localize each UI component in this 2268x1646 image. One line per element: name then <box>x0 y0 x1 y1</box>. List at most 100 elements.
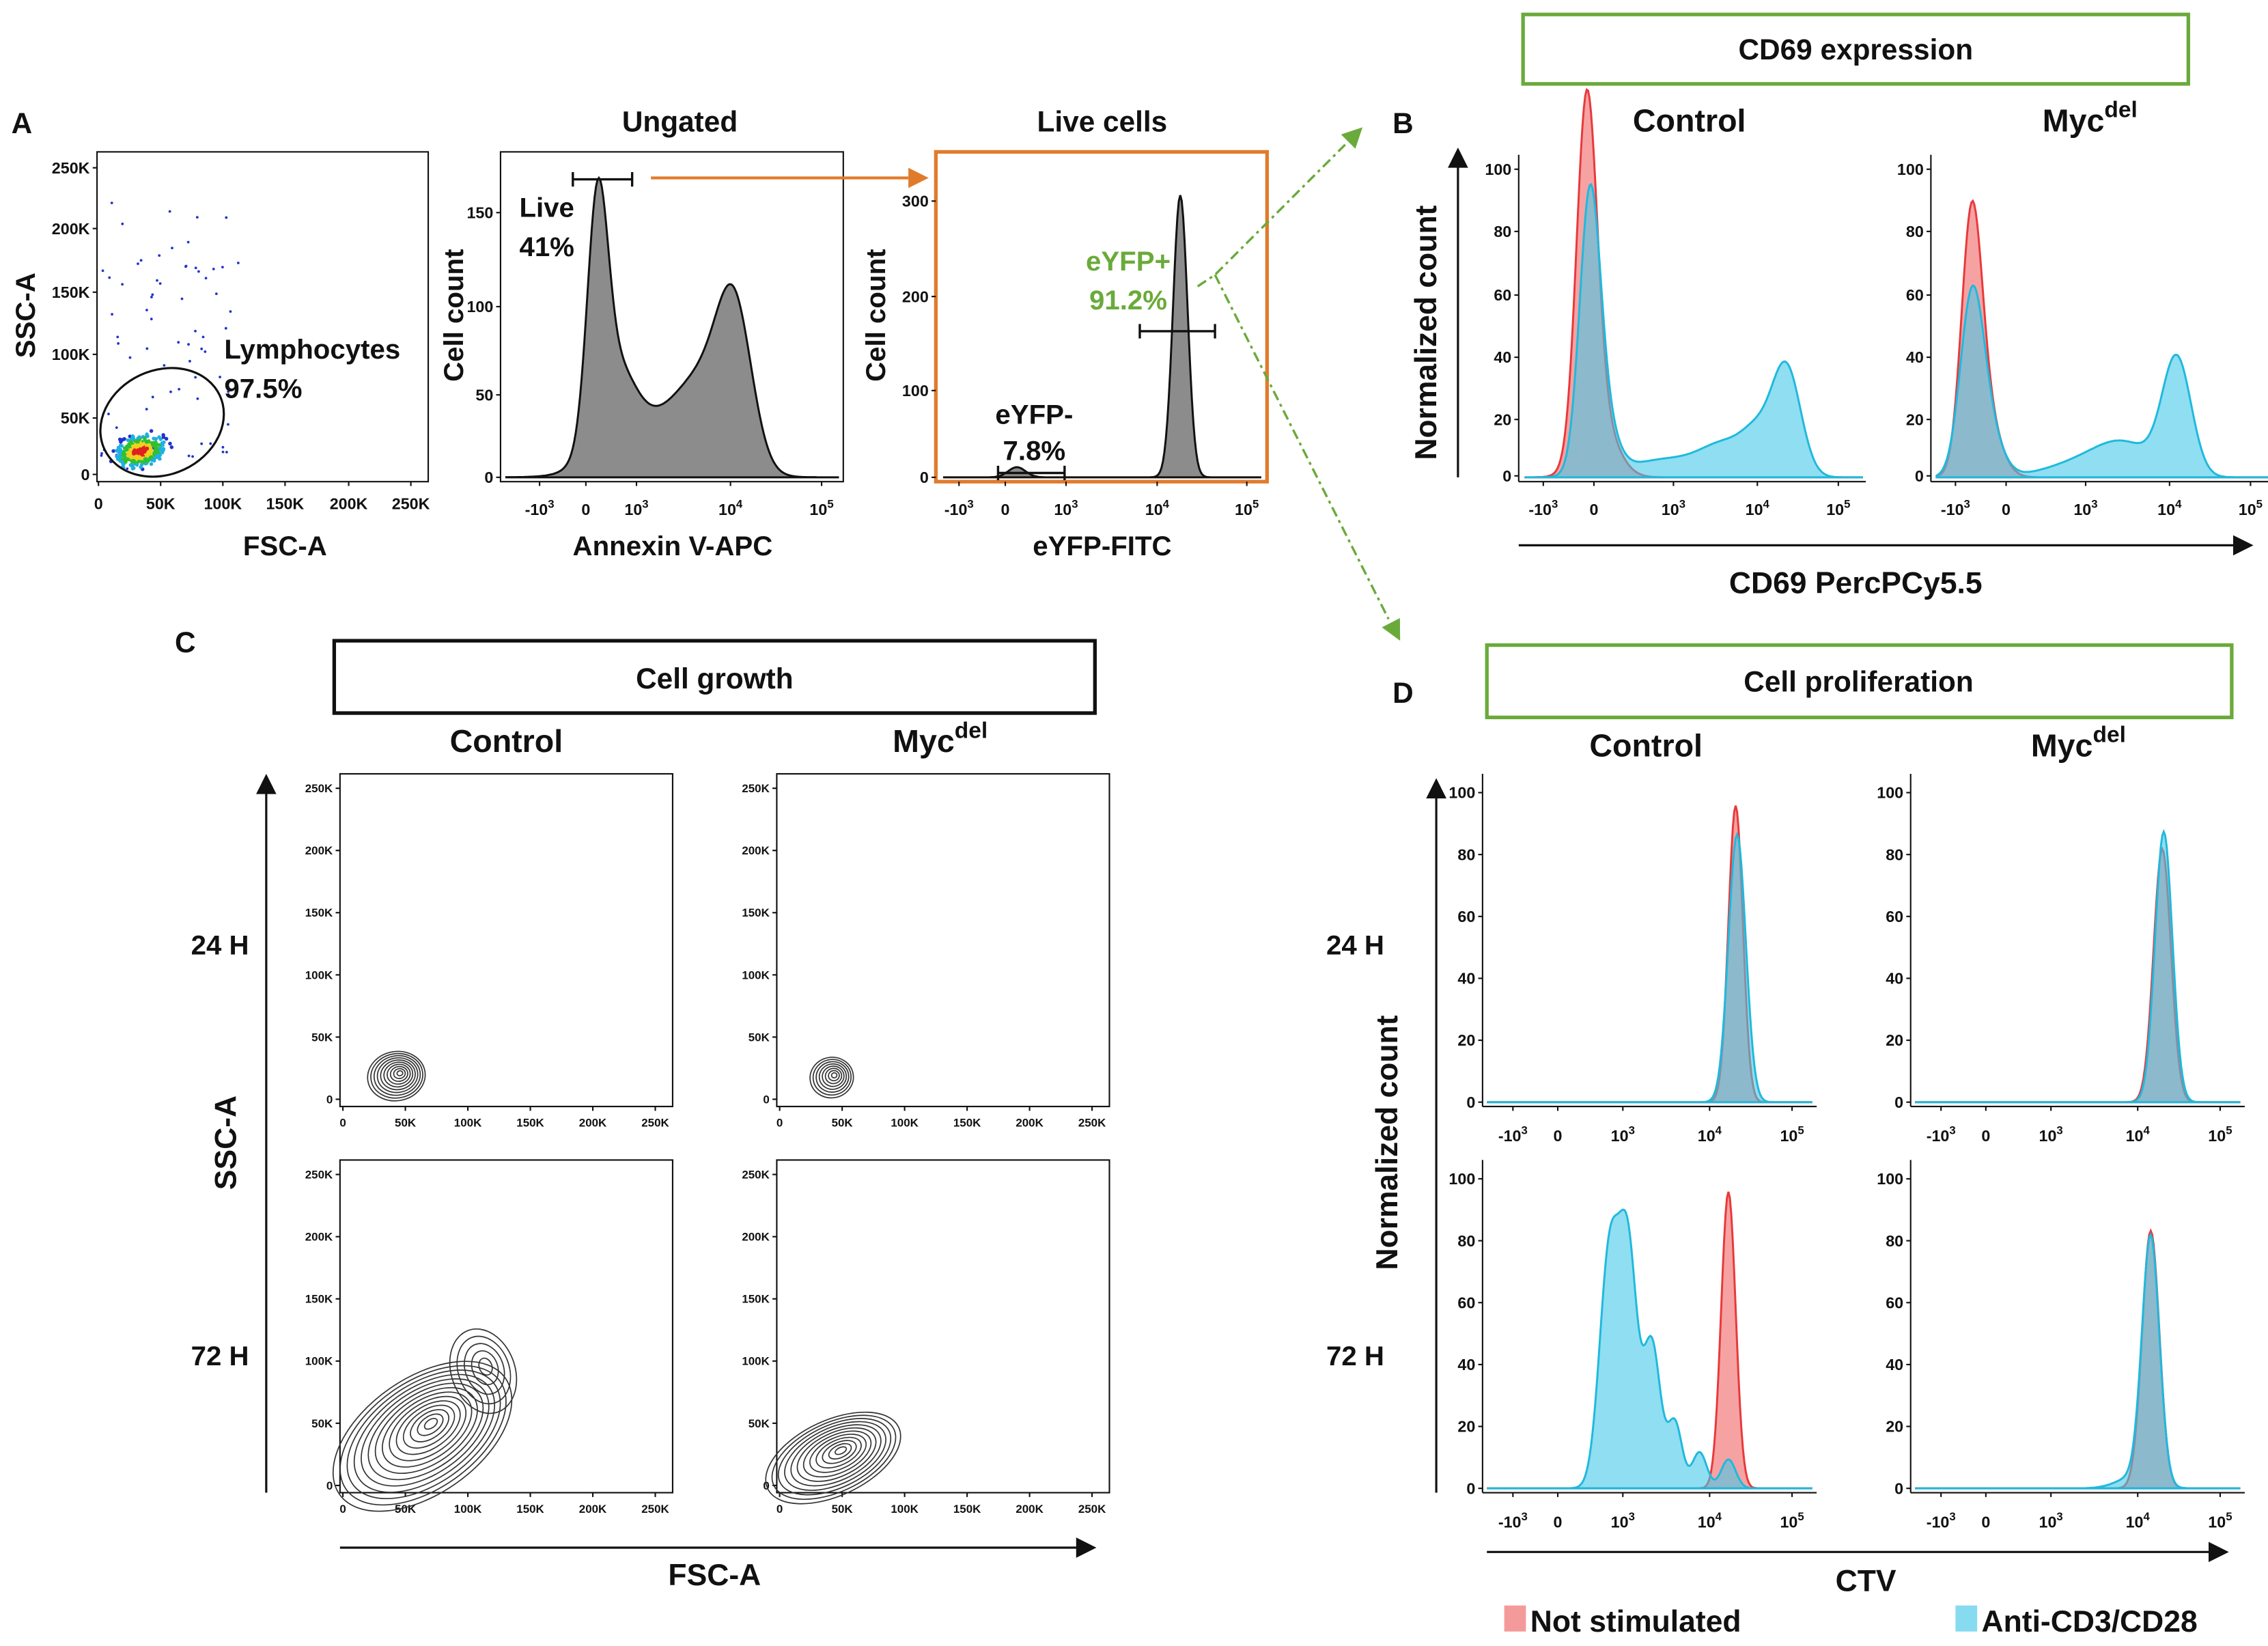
x-tick-label-base: 10 <box>1611 1513 1629 1531</box>
event-dot <box>130 435 135 439</box>
contour <box>449 1328 518 1414</box>
event-dot <box>236 262 240 264</box>
event-dot <box>221 450 225 454</box>
y-tick-label: 200K <box>305 1231 333 1244</box>
x-tick-label-exp: 5 <box>2226 1124 2232 1136</box>
x-tick-label: 105 <box>1826 497 1850 518</box>
x-tick-label: -103 <box>944 497 974 518</box>
x-tick-label: 100K <box>204 494 242 512</box>
y-tick-label: 50 <box>475 386 493 404</box>
event-dot <box>204 277 208 280</box>
arrow-head <box>1382 618 1401 641</box>
event-dot <box>149 451 153 456</box>
contour <box>478 1357 493 1376</box>
event-dot <box>187 454 191 458</box>
y-tick-label: 0 <box>484 469 493 486</box>
y-tick-label: 0 <box>81 466 90 484</box>
y-tick-label: 40 <box>1457 970 1475 988</box>
x-tick-label: 0 <box>94 494 103 512</box>
event-dot <box>227 390 230 393</box>
x-tick-label: 0 <box>1001 501 1010 518</box>
y-tick-label: 100 <box>1877 784 1903 802</box>
event-dot <box>200 442 204 445</box>
event-dot <box>157 443 161 447</box>
contour <box>332 1361 513 1512</box>
event-dot <box>221 266 224 269</box>
y-tick-label: 250K <box>742 782 770 795</box>
contour <box>822 1440 857 1464</box>
x-tick-label: 104 <box>2157 497 2182 518</box>
x-tick-label: 150K <box>266 494 305 512</box>
column-title-base: Myc <box>2043 103 2105 139</box>
x-tick-label: 103 <box>624 497 648 518</box>
event-dot <box>200 347 204 350</box>
column-title-exp: del <box>2092 723 2125 748</box>
plot-frame <box>776 772 1110 1108</box>
column-title-base: Myc <box>2031 728 2093 764</box>
y-tick-label: 150K <box>742 1293 770 1306</box>
y-tick-label: 200K <box>742 1231 770 1244</box>
x-tick-label-base: 0 <box>1001 501 1010 518</box>
x-tick-label-exp: 3 <box>1964 497 1970 510</box>
contour <box>417 1413 444 1436</box>
x-tick-label-base: 10 <box>1746 501 1763 518</box>
event-dot <box>137 460 141 464</box>
row-label: 24 H <box>1326 930 1384 961</box>
gate-name: Live <box>519 193 574 223</box>
x-tick-label-base: 0 <box>581 501 590 518</box>
event-dot <box>158 282 162 285</box>
event-dot <box>117 342 120 345</box>
event-dot <box>194 329 197 333</box>
gate-percent: 97.5% <box>224 373 302 404</box>
x-tick-label-base: 10 <box>1780 1513 1797 1531</box>
x-tick-label-exp: 5 <box>2226 1510 2232 1523</box>
y-tick-label: 80 <box>1886 846 1903 863</box>
axis-label: FSC-A <box>243 531 327 561</box>
y-tick-label: 100 <box>1448 1170 1475 1188</box>
x-tick-label-base: 10 <box>2073 501 2091 518</box>
event-dot <box>196 397 199 400</box>
plot-frame <box>499 151 844 483</box>
event-dot <box>187 343 190 346</box>
event-dot <box>139 259 143 262</box>
x-tick-label-exp: 5 <box>827 497 833 510</box>
event-dot <box>143 458 148 462</box>
x-tick-label-base: 10 <box>2239 501 2256 518</box>
x-tick-label: 104 <box>1746 497 1770 518</box>
x-tick-label-exp: 4 <box>2144 1124 2151 1136</box>
axis-label: SSC-A <box>10 273 41 358</box>
y-tick-label: 60 <box>1886 908 1903 925</box>
event-dot <box>126 467 129 471</box>
axis-label: Normalized count <box>1410 205 1443 460</box>
arrow-head <box>1448 148 1468 168</box>
x-tick-label-base: 0 <box>1981 1513 1990 1531</box>
event-dot <box>148 447 153 451</box>
y-tick-label: 80 <box>1457 1232 1475 1250</box>
x-tick-label-base: -10 <box>1498 1127 1522 1145</box>
x-tick-label: 104 <box>1145 497 1170 518</box>
x-tick-label-base: 0 <box>1554 1513 1563 1531</box>
event-dot <box>177 341 180 344</box>
y-tick-label: 20 <box>1886 1418 1903 1436</box>
panel-label: A <box>12 107 33 139</box>
y-tick-label: 200 <box>902 288 929 305</box>
event-dot <box>145 408 148 410</box>
x-tick-label: 200K <box>330 494 368 512</box>
gate-name: eYFP- <box>995 400 1073 430</box>
event-dot <box>201 335 205 339</box>
event-dot <box>168 210 171 213</box>
x-tick-label-base: 10 <box>624 501 642 518</box>
x-tick-label: 150K <box>953 1503 981 1516</box>
event-dot <box>139 449 143 454</box>
axis-label: Cell count <box>860 249 891 381</box>
x-tick-label-base: 10 <box>2208 1127 2226 1145</box>
plot-frame <box>339 1159 673 1494</box>
x-tick-label: 105 <box>2239 497 2263 518</box>
y-tick-label: 100K <box>742 968 770 981</box>
y-tick-label: 100 <box>1448 784 1475 802</box>
y-tick-label: 100 <box>902 382 929 400</box>
x-tick-label-exp: 3 <box>1552 497 1558 510</box>
contour <box>410 1409 449 1442</box>
event-dot <box>100 454 103 457</box>
contour <box>824 1068 843 1085</box>
